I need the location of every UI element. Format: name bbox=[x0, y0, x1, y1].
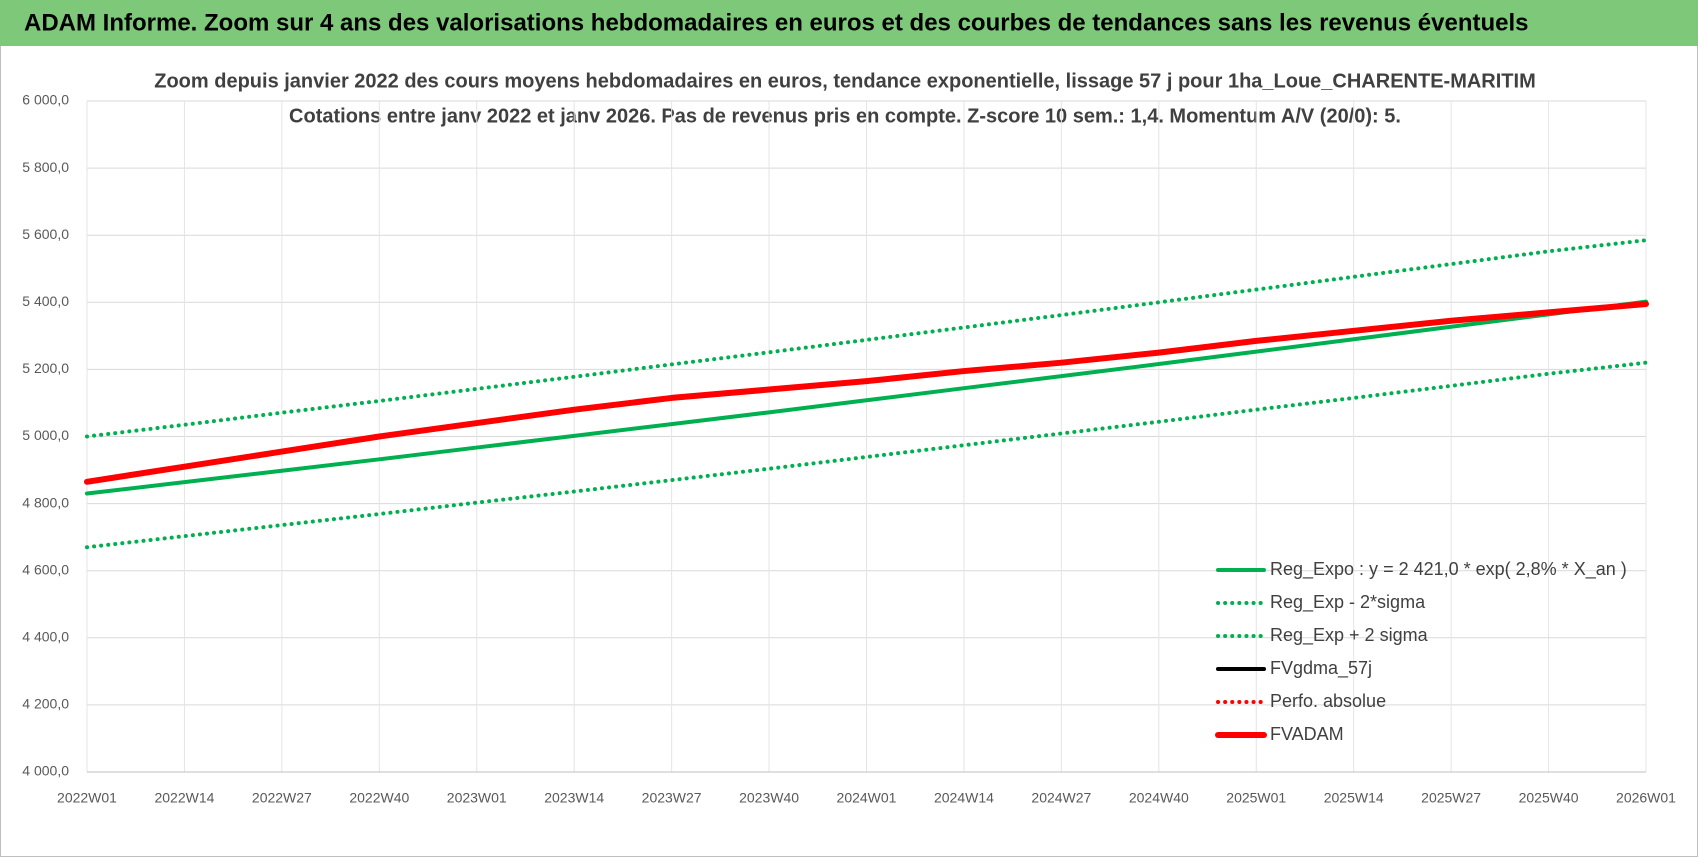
x-tick-label: 2022W40 bbox=[349, 790, 409, 806]
legend-label: Perfo. absolue bbox=[1270, 691, 1386, 711]
y-tick-label: 4 000,0 bbox=[22, 763, 69, 779]
legend-label: Reg_Exp + 2 sigma bbox=[1270, 625, 1429, 646]
y-tick-label: 4 800,0 bbox=[22, 494, 69, 510]
x-tick-label: 2022W14 bbox=[154, 790, 214, 806]
x-tick-label: 2022W27 bbox=[252, 790, 312, 806]
x-tick-label: 2024W27 bbox=[1031, 790, 1091, 806]
x-tick-label: 2022W01 bbox=[57, 790, 117, 806]
y-tick-label: 5 600,0 bbox=[22, 226, 69, 242]
y-tick-label: 4 200,0 bbox=[22, 696, 69, 712]
y-tick-label: 6 000,0 bbox=[22, 92, 69, 108]
x-tick-label: 2023W27 bbox=[642, 790, 702, 806]
y-tick-label: 4 400,0 bbox=[22, 629, 69, 645]
header-bar bbox=[0, 0, 1698, 46]
x-tick-label: 2023W40 bbox=[739, 790, 799, 806]
header-title: ADAM Informe. Zoom sur 4 ans des valoris… bbox=[24, 9, 1529, 36]
x-tick-label: 2024W14 bbox=[934, 790, 994, 806]
legend-label: FVADAM bbox=[1270, 724, 1344, 744]
y-tick-label: 5 800,0 bbox=[22, 159, 69, 175]
x-tick-label: 2023W01 bbox=[447, 790, 507, 806]
legend-label: FVgdma_57j bbox=[1270, 658, 1372, 679]
x-tick-label: 2025W27 bbox=[1421, 790, 1481, 806]
legend-label: Reg_Exp - 2*sigma bbox=[1270, 592, 1426, 613]
chart-subtitle: Cotations entre janv 2022 et janv 2026. … bbox=[289, 105, 1401, 127]
x-tick-label: 2024W40 bbox=[1129, 790, 1189, 806]
y-tick-label: 5 200,0 bbox=[22, 360, 69, 376]
x-tick-label: 2023W14 bbox=[544, 790, 604, 806]
x-tick-label: 2025W40 bbox=[1519, 790, 1579, 806]
x-tick-label: 2025W01 bbox=[1226, 790, 1286, 806]
x-tick-label: 2024W01 bbox=[837, 790, 897, 806]
x-tick-label: 2025W14 bbox=[1324, 790, 1384, 806]
y-tick-label: 5 400,0 bbox=[22, 293, 69, 309]
y-tick-label: 4 600,0 bbox=[22, 561, 69, 577]
chart-title: Zoom depuis janvier 2022 des cours moyen… bbox=[154, 70, 1535, 92]
legend-label: Reg_Expo : y = 2 421,0 * exp( 2,8% * X_a… bbox=[1270, 559, 1627, 580]
series-line bbox=[85, 238, 1648, 439]
x-tick-label: 2026W01 bbox=[1616, 790, 1676, 806]
series-line bbox=[85, 299, 1648, 496]
series-line bbox=[85, 360, 1648, 550]
y-tick-label: 5 000,0 bbox=[22, 427, 69, 443]
series-line bbox=[84, 300, 1649, 485]
